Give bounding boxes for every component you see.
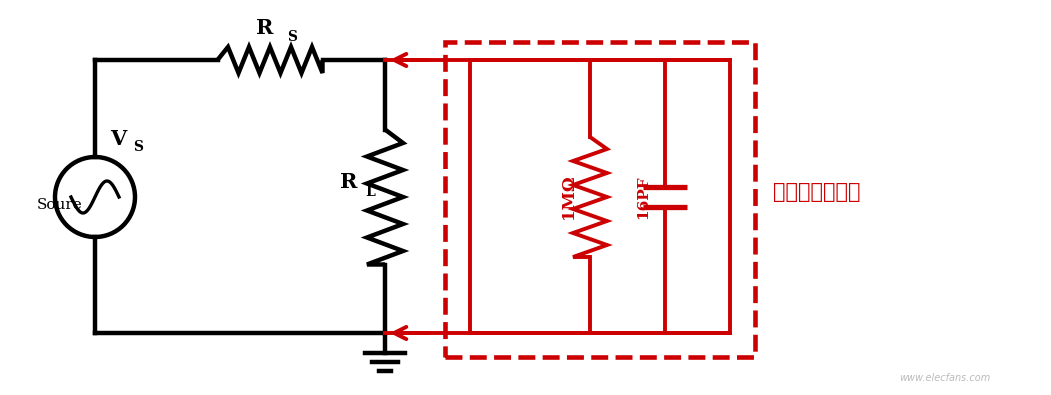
Text: Soure: Soure — [37, 198, 83, 212]
Text: www.elecfans.com: www.elecfans.com — [899, 373, 990, 383]
Text: 16PF: 16PF — [636, 175, 650, 219]
Bar — [445, 42, 755, 357]
Text: S: S — [287, 30, 297, 44]
Text: S: S — [133, 140, 143, 154]
Text: L: L — [366, 185, 375, 199]
Text: R: R — [339, 172, 357, 192]
Text: R: R — [256, 18, 273, 38]
Text: V: V — [110, 129, 126, 149]
Text: 示波器等效模型: 示波器等效模型 — [772, 182, 861, 202]
Text: 1MΩ: 1MΩ — [559, 175, 577, 219]
